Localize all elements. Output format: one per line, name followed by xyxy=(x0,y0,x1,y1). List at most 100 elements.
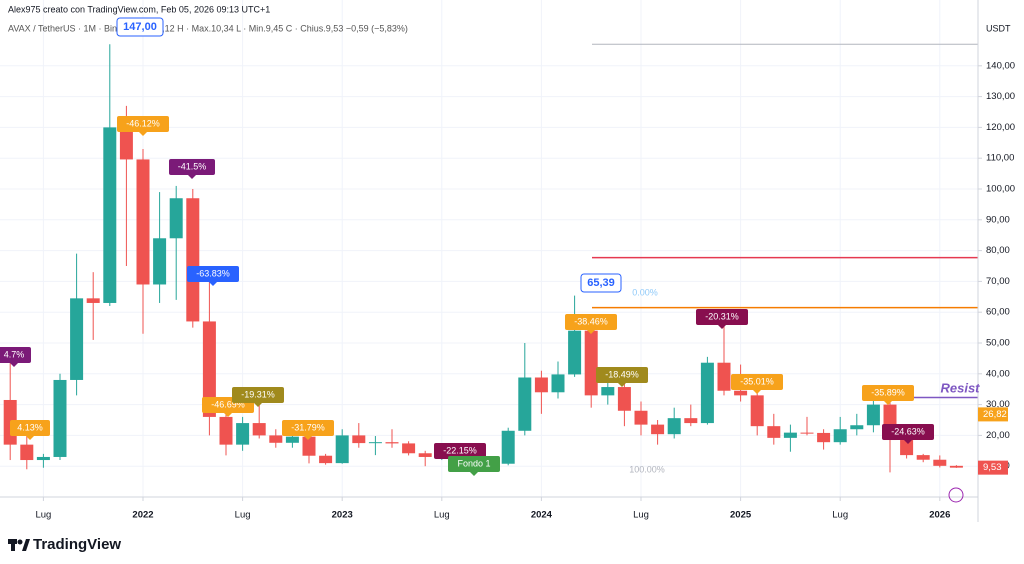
candle-body xyxy=(833,429,847,443)
annotation-pointer xyxy=(618,383,626,387)
candle-body xyxy=(667,418,681,435)
candle-body xyxy=(617,387,631,411)
candle-body xyxy=(916,455,930,460)
annotation-pointer xyxy=(884,401,892,405)
annotation-pointer xyxy=(26,436,34,440)
x-tick-label: 2024 xyxy=(531,510,553,521)
annotation: 147,00 xyxy=(123,21,157,33)
candle-body xyxy=(800,432,814,434)
y-tick-label: 60,00 xyxy=(986,307,1010,318)
annotation: -35.89% xyxy=(871,387,905,397)
annotation-box xyxy=(434,443,486,459)
candle-body xyxy=(501,430,515,464)
candle-body xyxy=(584,330,598,396)
candle-body xyxy=(319,455,333,464)
x-tick-label: Lug xyxy=(235,510,251,521)
candle-body xyxy=(136,159,150,285)
price-tag xyxy=(978,407,1008,422)
x-tick-label: 2026 xyxy=(929,510,950,521)
candle-body xyxy=(817,432,831,443)
annotation: Resist xyxy=(940,380,980,395)
candle-body xyxy=(269,435,283,443)
annotation: 65,39 xyxy=(587,277,615,289)
annotation: 4.13% xyxy=(17,422,43,432)
candle-body xyxy=(518,377,532,431)
y-tick-label: 70,00 xyxy=(986,276,1010,287)
y-tick-label: 80,00 xyxy=(986,245,1010,256)
candle-body xyxy=(53,379,67,457)
annotation-box xyxy=(117,116,169,132)
annotation-pointer xyxy=(304,436,312,440)
annotation: -24.63% xyxy=(891,426,925,436)
y-tick-label: 140,00 xyxy=(986,60,1015,71)
annotation: 100.00% xyxy=(629,464,665,474)
candle-body xyxy=(368,442,382,444)
annotation-box xyxy=(169,159,215,175)
candle-body xyxy=(734,390,748,396)
candle-body xyxy=(700,362,714,424)
annotation: -35.01% xyxy=(740,376,774,386)
y-tick-label: 120,00 xyxy=(986,122,1015,133)
y-tick-label: 30,00 xyxy=(986,399,1010,410)
candle-body xyxy=(202,321,216,417)
annotation: -63.83% xyxy=(196,268,230,278)
candle-body xyxy=(103,127,117,303)
candle-body xyxy=(36,456,50,461)
annotation: -19.31% xyxy=(241,389,275,399)
annotation-box xyxy=(116,17,164,37)
annotation: -20.31% xyxy=(705,311,739,321)
annotation-pointer xyxy=(139,132,147,136)
price-tag-label: 9,53 xyxy=(983,462,1002,473)
annotation-pointer xyxy=(10,363,18,367)
y-tick-label: 40,00 xyxy=(986,368,1010,379)
annotation-box xyxy=(596,367,648,383)
candle-body xyxy=(534,377,548,393)
candle-body xyxy=(335,435,349,464)
candle-body xyxy=(651,424,665,435)
candle-body xyxy=(850,425,864,430)
annotation-pointer xyxy=(209,282,217,286)
candle-body xyxy=(252,423,266,436)
x-tick-label: Lug xyxy=(434,510,450,521)
annotation-box xyxy=(882,424,934,440)
y-tick-label: 110,00 xyxy=(986,153,1014,164)
annotation: -46.12% xyxy=(126,118,160,128)
candle-body xyxy=(767,426,781,438)
annotation-box xyxy=(731,374,783,390)
candle-body xyxy=(418,453,432,457)
candle-body xyxy=(70,298,84,380)
annotation-pointer xyxy=(904,440,912,444)
plot xyxy=(0,0,978,497)
y-tick-label: 20,00 xyxy=(986,430,1010,441)
y-tick-label: 130,00 xyxy=(986,91,1015,102)
candle-body xyxy=(402,443,416,454)
alert-icon xyxy=(948,487,964,503)
x-tick-label: Lug xyxy=(35,510,51,521)
candle-body xyxy=(236,423,250,445)
annotation-box xyxy=(565,314,617,330)
candle-body xyxy=(551,374,565,393)
annotation-pointer xyxy=(224,413,232,417)
candle-body xyxy=(169,198,183,239)
annotation-box xyxy=(580,273,622,293)
annotation-box xyxy=(448,456,500,472)
annotation: -38.46% xyxy=(574,316,608,326)
annotation-box xyxy=(10,420,50,436)
annotation-box xyxy=(696,309,748,325)
candle-body xyxy=(568,330,582,375)
candle-body xyxy=(20,444,34,461)
annotation-box xyxy=(282,420,334,436)
x-tick-label: 2022 xyxy=(132,510,153,521)
header: Alex975 creato con TradingView.com, Feb … xyxy=(8,4,270,14)
candle-body xyxy=(219,416,233,445)
x-tick-label: Lug xyxy=(832,510,848,521)
x-tick-label: Lug xyxy=(633,510,649,521)
candle-body xyxy=(866,404,880,426)
candle-body xyxy=(153,238,167,285)
y-tick-label: 90,00 xyxy=(986,214,1010,225)
candle-body xyxy=(385,442,399,444)
candle-body xyxy=(601,387,615,396)
candle-body xyxy=(717,362,731,391)
annotation-box xyxy=(0,347,31,363)
candle-body xyxy=(900,440,914,456)
